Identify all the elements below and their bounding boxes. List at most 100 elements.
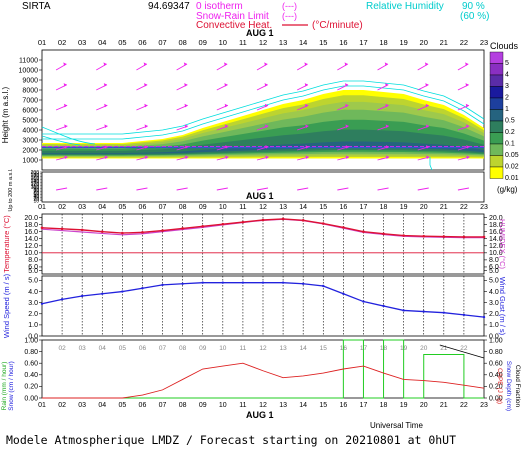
rh-legend: Relative Humidity [366,1,444,12]
wind-arrow-head [304,83,308,87]
wind-arrow-low [136,187,148,191]
legend-box [489,86,504,99]
wind-arrow-head [144,124,148,128]
hour-label-faint: 13 [279,345,287,352]
hour-label: 05 [118,402,126,409]
hour-label: 01 [38,204,46,211]
low-level-y-ticks: 1020304050607080901001101201301401501601… [31,170,42,204]
precip-plot-area [41,339,485,399]
hour-label: 19 [399,38,407,47]
snow-ylabel: Snow (cm / hour) [8,361,15,411]
hour-label: 02 [58,38,66,47]
wind-y-ticks: 0.0 0.0 1.0 1.0 2.0 2.0 3.0 3.0 4.0 4.0 5.0 5.0 [28,278,499,341]
hour-label: 08 [179,402,187,409]
hour-label: 10 [219,402,227,409]
y-tick-label: 3000 [22,138,38,145]
y-tick-label-right: 0.60 [489,361,503,368]
y-tick-label-right: 20.0 [489,215,503,222]
y-tick-label: 5.0 [28,278,38,285]
wind-arrow-head [103,83,108,87]
hour-label: 19 [400,204,408,211]
wind-speed-point [161,283,164,287]
wind-arrow-head [425,83,429,87]
gust-ylabel: Wind Gust (m / s) [498,277,507,336]
wind-arrow-head [224,83,228,87]
y-tick-label-right: 5.0 [489,278,499,285]
temperature-point [382,232,385,236]
temperature-point [402,234,405,237]
y-tick-label-right: 8.0 [489,257,499,264]
temperature-point [422,234,426,238]
y-tick-label: 110 [31,183,39,189]
wind-arrow-head [64,124,68,128]
y-tick-label: 6.0 [28,264,38,271]
y-tick-label: 8000 [22,88,38,95]
legend-box [489,97,504,110]
y-tick-label: 0.00 [24,395,38,402]
clouds-title: Clouds [490,41,519,51]
wind-speed-point [301,282,305,285]
legend-level-label: 0.5 [505,118,515,125]
temperature-point [181,227,184,230]
y-tick-label-right: 1.00 [489,337,503,344]
hour-label: 10 [219,38,227,47]
hour-label-faint: 14 [300,345,308,352]
hour-label: 06 [139,204,147,211]
wind-arrow-head [305,145,309,149]
wind-arrow-head [64,155,68,160]
wind-arrow-head [104,103,108,108]
wind-speed-point [60,298,64,301]
hour-label: 13 [279,402,287,409]
cloudfrac-ylabel: Cloud Fraction [514,365,521,408]
wind-arrow-head [344,83,349,87]
hour-label: 06 [139,402,147,409]
hour-label: 19 [400,402,408,409]
wind-arrow-head [103,62,107,67]
wind-arrow-head [425,103,429,108]
hour-label-faint: 02 [58,345,66,352]
wind-speed-point [80,294,84,298]
hour-label-faint: 04 [99,345,107,352]
wind-arrow-head [63,62,67,67]
hour-label-faint: 12 [259,345,267,352]
wind-arrow-head [425,124,430,128]
hour-label: 09 [199,38,207,47]
hour-label: 18 [380,402,388,409]
wind-arrow-low [256,187,269,191]
hour-label: 16 [339,402,347,409]
y-tick-label: 8.0 [28,257,38,264]
low-level-content [56,187,469,191]
hour-label: 20 [420,204,428,211]
y-tick-label-right: 18.0 [489,222,503,229]
wind-arrow-head [63,103,68,108]
y-tick-label-right: 5.0 [489,268,499,275]
y-tick-label: 0.60 [24,361,38,368]
y-tick-label: 180 [31,173,40,179]
rh-contour-left2 [41,135,81,146]
wind-arrow-low [337,187,349,191]
wind-arrows [55,62,470,161]
wind-speed-point [101,292,104,295]
y-tick-label-right: 12.0 [489,243,503,250]
convective-legend: Convective Heat. [196,20,272,31]
wind-speed-point [442,311,446,314]
wind-speed-point [141,287,144,290]
hour-label: 23 [480,38,488,47]
rh-contour-left [41,126,96,145]
wind-panel: 0.0 0.0 1.0 1.0 2.0 2.0 3.0 3.0 4.0 4.0 5.0 5.0 Win… [2,273,507,340]
hour-label: 01 [38,402,46,409]
hour-label: 14 [299,204,307,211]
hour-label: 18 [380,204,388,211]
header-value: 94.69347 [148,1,190,12]
y-tick-label-right: 0.0 [489,333,499,340]
wind-arrow-head [264,83,268,87]
y-tick-label: 200 [31,170,40,176]
temperature-point [321,222,325,225]
hour-label: 13 [279,38,287,47]
y-tick-label-right: 0.20 [489,384,503,391]
y-tick-label: 16.0 [24,229,38,236]
wind-arrow-head [345,103,349,108]
legend-box [489,109,504,122]
y-tick-label-right: 1.0 [489,322,499,329]
snow-dash-label: (---) [282,11,297,21]
